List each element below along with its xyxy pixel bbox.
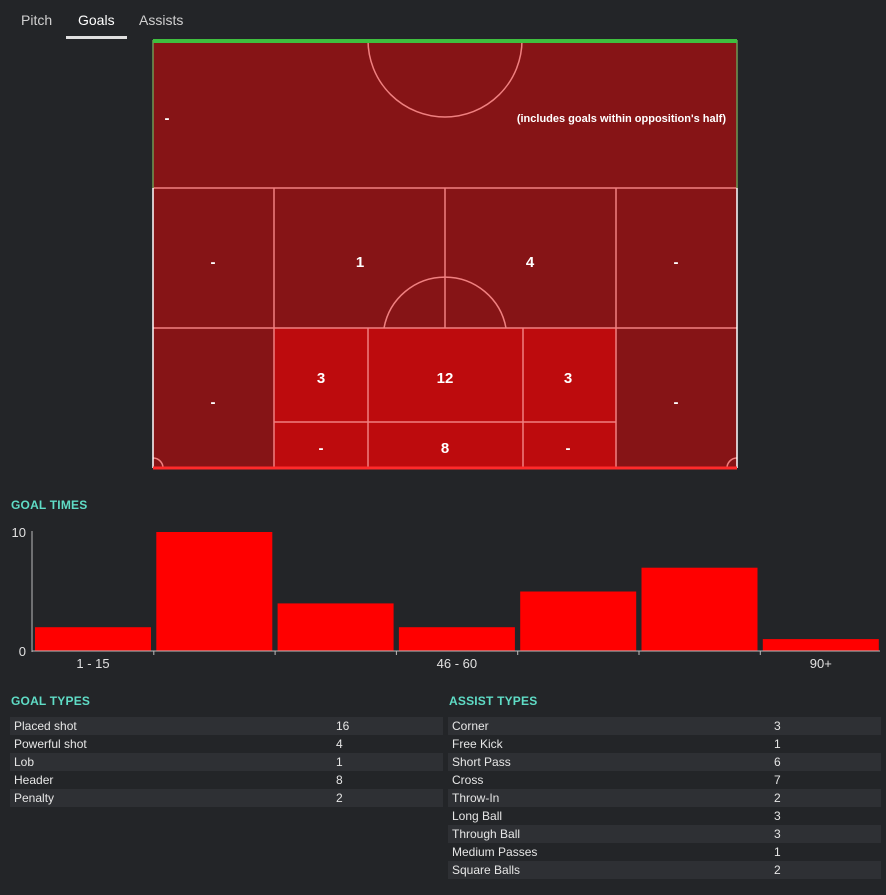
goal-types-label: Placed shot: [14, 719, 77, 733]
zone-six-right[interactable]: [523, 422, 616, 468]
goal-types-table: Placed shot 16 Powerful shot 4 Lob 1 Header 8 Pe…: [10, 717, 443, 807]
assist-types-row: Long Ball 3: [448, 807, 881, 825]
zone-value-mid-right-wide: -: [674, 254, 679, 271]
goal-types-value: 16: [336, 719, 350, 733]
y-tick-label: 0: [19, 644, 26, 659]
goal-zones-pitch: (includes goals within opposition's half…: [152, 39, 738, 470]
zone-value-mid-left-wide: -: [211, 254, 216, 271]
goal-times-bar[interactable]: [398, 627, 515, 651]
goal-types-value: 8: [336, 773, 343, 787]
assist-types-label: Throw-In: [452, 791, 500, 805]
x-tick-label: 46 - 60: [437, 656, 477, 671]
zone-box-center[interactable]: [368, 328, 523, 422]
goal-times-bar[interactable]: [35, 627, 151, 651]
goal-types-title: GOAL TYPES: [11, 694, 91, 708]
goal-types-label: Powerful shot: [14, 737, 87, 751]
zone-value-box-right-wide: -: [674, 394, 679, 411]
assist-types-label: Medium Passes: [452, 845, 538, 859]
zone-value-far: -: [165, 110, 170, 127]
goal-types-value: 1: [336, 755, 343, 769]
zone-mid-right-wide[interactable]: [616, 188, 737, 328]
goal-types-label: Penalty: [14, 791, 55, 805]
zone-box-left-wide[interactable]: [153, 328, 274, 468]
x-tick-label: 1 - 15: [76, 656, 109, 671]
assist-types-value: 7: [774, 773, 781, 787]
pitch-markings: [152, 39, 738, 469]
goal-types-label: Header: [14, 773, 54, 787]
assist-types-label: Short Pass: [452, 755, 511, 769]
zone-value-six-left: -: [319, 440, 324, 457]
tab-goals[interactable]: Goals: [78, 12, 115, 28]
pitch-note: (includes goals within opposition's half…: [517, 113, 727, 125]
goal-types-label: Lob: [14, 755, 35, 769]
assist-types-value: 1: [774, 845, 781, 859]
assist-types-row: Cross 7: [448, 771, 881, 789]
assist-types-value: 1: [774, 737, 781, 751]
goal-types-row: Powerful shot 4: [10, 735, 443, 753]
goal-times-bar[interactable]: [520, 591, 637, 652]
goal-times-bar[interactable]: [762, 639, 879, 651]
assist-types-value: 2: [774, 791, 781, 805]
assist-types-row: Through Ball 3: [448, 825, 881, 843]
goal-types-row: Placed shot 16: [10, 717, 443, 735]
tab-assists[interactable]: Assists: [139, 12, 184, 28]
assist-types-title: ASSIST TYPES: [449, 694, 538, 708]
assist-types-label: Square Balls: [452, 863, 521, 877]
goal-types-value: 4: [336, 737, 343, 751]
zone-value-mid-right-center: 4: [526, 254, 535, 271]
goal-types-row: Lob 1: [10, 753, 443, 771]
zone-mid-left-center[interactable]: [274, 188, 445, 328]
assist-types-value: 3: [774, 809, 781, 823]
assist-types-row: Throw-In 2: [448, 789, 881, 807]
zone-mid-left-wide[interactable]: [153, 188, 274, 328]
assist-types-value: 6: [774, 755, 781, 769]
zone-value-box-left: 3: [317, 370, 325, 387]
assist-types-row: Short Pass 6: [448, 753, 881, 771]
goal-times-bar[interactable]: [641, 567, 758, 651]
assist-types-value: 2: [774, 863, 781, 877]
zone-value-box-center: 12: [437, 370, 454, 387]
assist-types-row: Medium Passes 1: [448, 843, 881, 861]
assist-types-label: Cross: [452, 773, 484, 787]
goal-times-chart: 0 10 1 - 15 46 - 60 90+: [12, 525, 880, 671]
assist-types-label: Corner: [452, 719, 489, 733]
zone-value-mid-left-center: 1: [356, 254, 364, 271]
y-tick-label: 10: [12, 525, 26, 540]
zone-box-right[interactable]: [523, 328, 616, 422]
assist-types-row: Free Kick 1: [448, 735, 881, 753]
assist-types-value: 3: [774, 827, 781, 841]
assist-types-value: 3: [774, 719, 781, 733]
zone-value-box-right: 3: [564, 370, 572, 387]
goal-types-row: Penalty 2: [10, 789, 443, 807]
zone-box-right-wide[interactable]: [616, 328, 737, 468]
x-tick-label: 90+: [810, 656, 832, 671]
assist-types-label: Through Ball: [452, 827, 521, 841]
goal-types-row: Header 8: [10, 771, 443, 789]
goal-times-bar[interactable]: [156, 532, 273, 651]
zone-value-box-left-wide: -: [211, 394, 216, 411]
goal-times-title: GOAL TIMES: [11, 498, 88, 512]
zone-mid-right-center[interactable]: [445, 188, 616, 328]
zone-box-left[interactable]: [274, 328, 368, 422]
tab-pitch[interactable]: Pitch: [21, 12, 53, 28]
assist-types-label: Free Kick: [452, 737, 503, 751]
assist-types-label: Long Ball: [452, 809, 503, 823]
assist-types-row: Corner 3: [448, 717, 881, 735]
goal-types-value: 2: [336, 791, 343, 805]
halfway-line: [153, 39, 737, 43]
active-tab-indicator: [66, 36, 127, 39]
zone-six-center[interactable]: [368, 422, 523, 468]
zone-far[interactable]: [153, 40, 737, 188]
zone-value-six-right: -: [566, 440, 571, 457]
assist-types-table: Corner 3 Free Kick 1 Short Pass 6 Cross 7 Throw-…: [448, 717, 881, 879]
goal-times-bar[interactable]: [277, 603, 394, 651]
tab-bar: Pitch Goals Assists: [0, 0, 886, 40]
zone-six-left[interactable]: [274, 422, 368, 468]
zone-value-six-center: 8: [441, 440, 449, 457]
assist-types-row: Square Balls 2: [448, 861, 881, 879]
